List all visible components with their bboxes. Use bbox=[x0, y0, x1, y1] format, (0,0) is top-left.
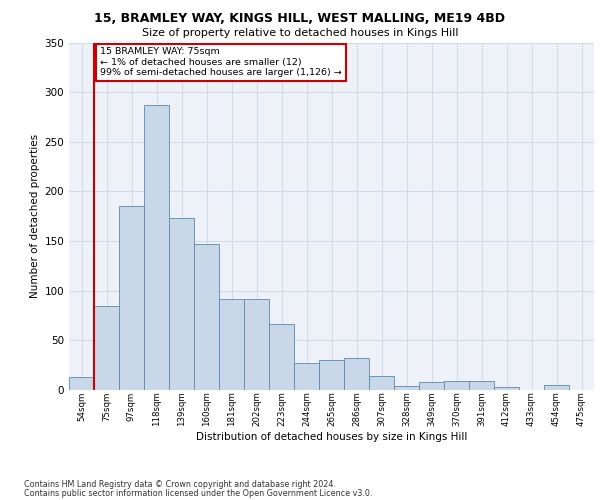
Bar bbox=[144, 105, 169, 390]
Bar bbox=[94, 306, 119, 390]
Bar bbox=[419, 382, 444, 390]
Bar bbox=[544, 385, 569, 390]
Bar bbox=[269, 324, 294, 390]
Text: Contains HM Land Registry data © Crown copyright and database right 2024.: Contains HM Land Registry data © Crown c… bbox=[24, 480, 336, 489]
Bar bbox=[469, 381, 494, 390]
Text: 15 BRAMLEY WAY: 75sqm
← 1% of detached houses are smaller (12)
99% of semi-detac: 15 BRAMLEY WAY: 75sqm ← 1% of detached h… bbox=[100, 48, 342, 78]
Bar bbox=[344, 358, 369, 390]
Bar bbox=[194, 244, 219, 390]
Bar bbox=[394, 386, 419, 390]
Text: Contains public sector information licensed under the Open Government Licence v3: Contains public sector information licen… bbox=[24, 489, 373, 498]
Bar bbox=[369, 376, 394, 390]
Text: 15, BRAMLEY WAY, KINGS HILL, WEST MALLING, ME19 4BD: 15, BRAMLEY WAY, KINGS HILL, WEST MALLIN… bbox=[95, 12, 505, 26]
Bar bbox=[244, 298, 269, 390]
Bar bbox=[219, 298, 244, 390]
Y-axis label: Number of detached properties: Number of detached properties bbox=[30, 134, 40, 298]
X-axis label: Distribution of detached houses by size in Kings Hill: Distribution of detached houses by size … bbox=[196, 432, 467, 442]
Bar bbox=[444, 381, 469, 390]
Bar bbox=[494, 387, 519, 390]
Bar bbox=[169, 218, 194, 390]
Text: Size of property relative to detached houses in Kings Hill: Size of property relative to detached ho… bbox=[142, 28, 458, 38]
Bar bbox=[294, 363, 319, 390]
Bar bbox=[119, 206, 144, 390]
Bar bbox=[69, 377, 94, 390]
Bar bbox=[319, 360, 344, 390]
